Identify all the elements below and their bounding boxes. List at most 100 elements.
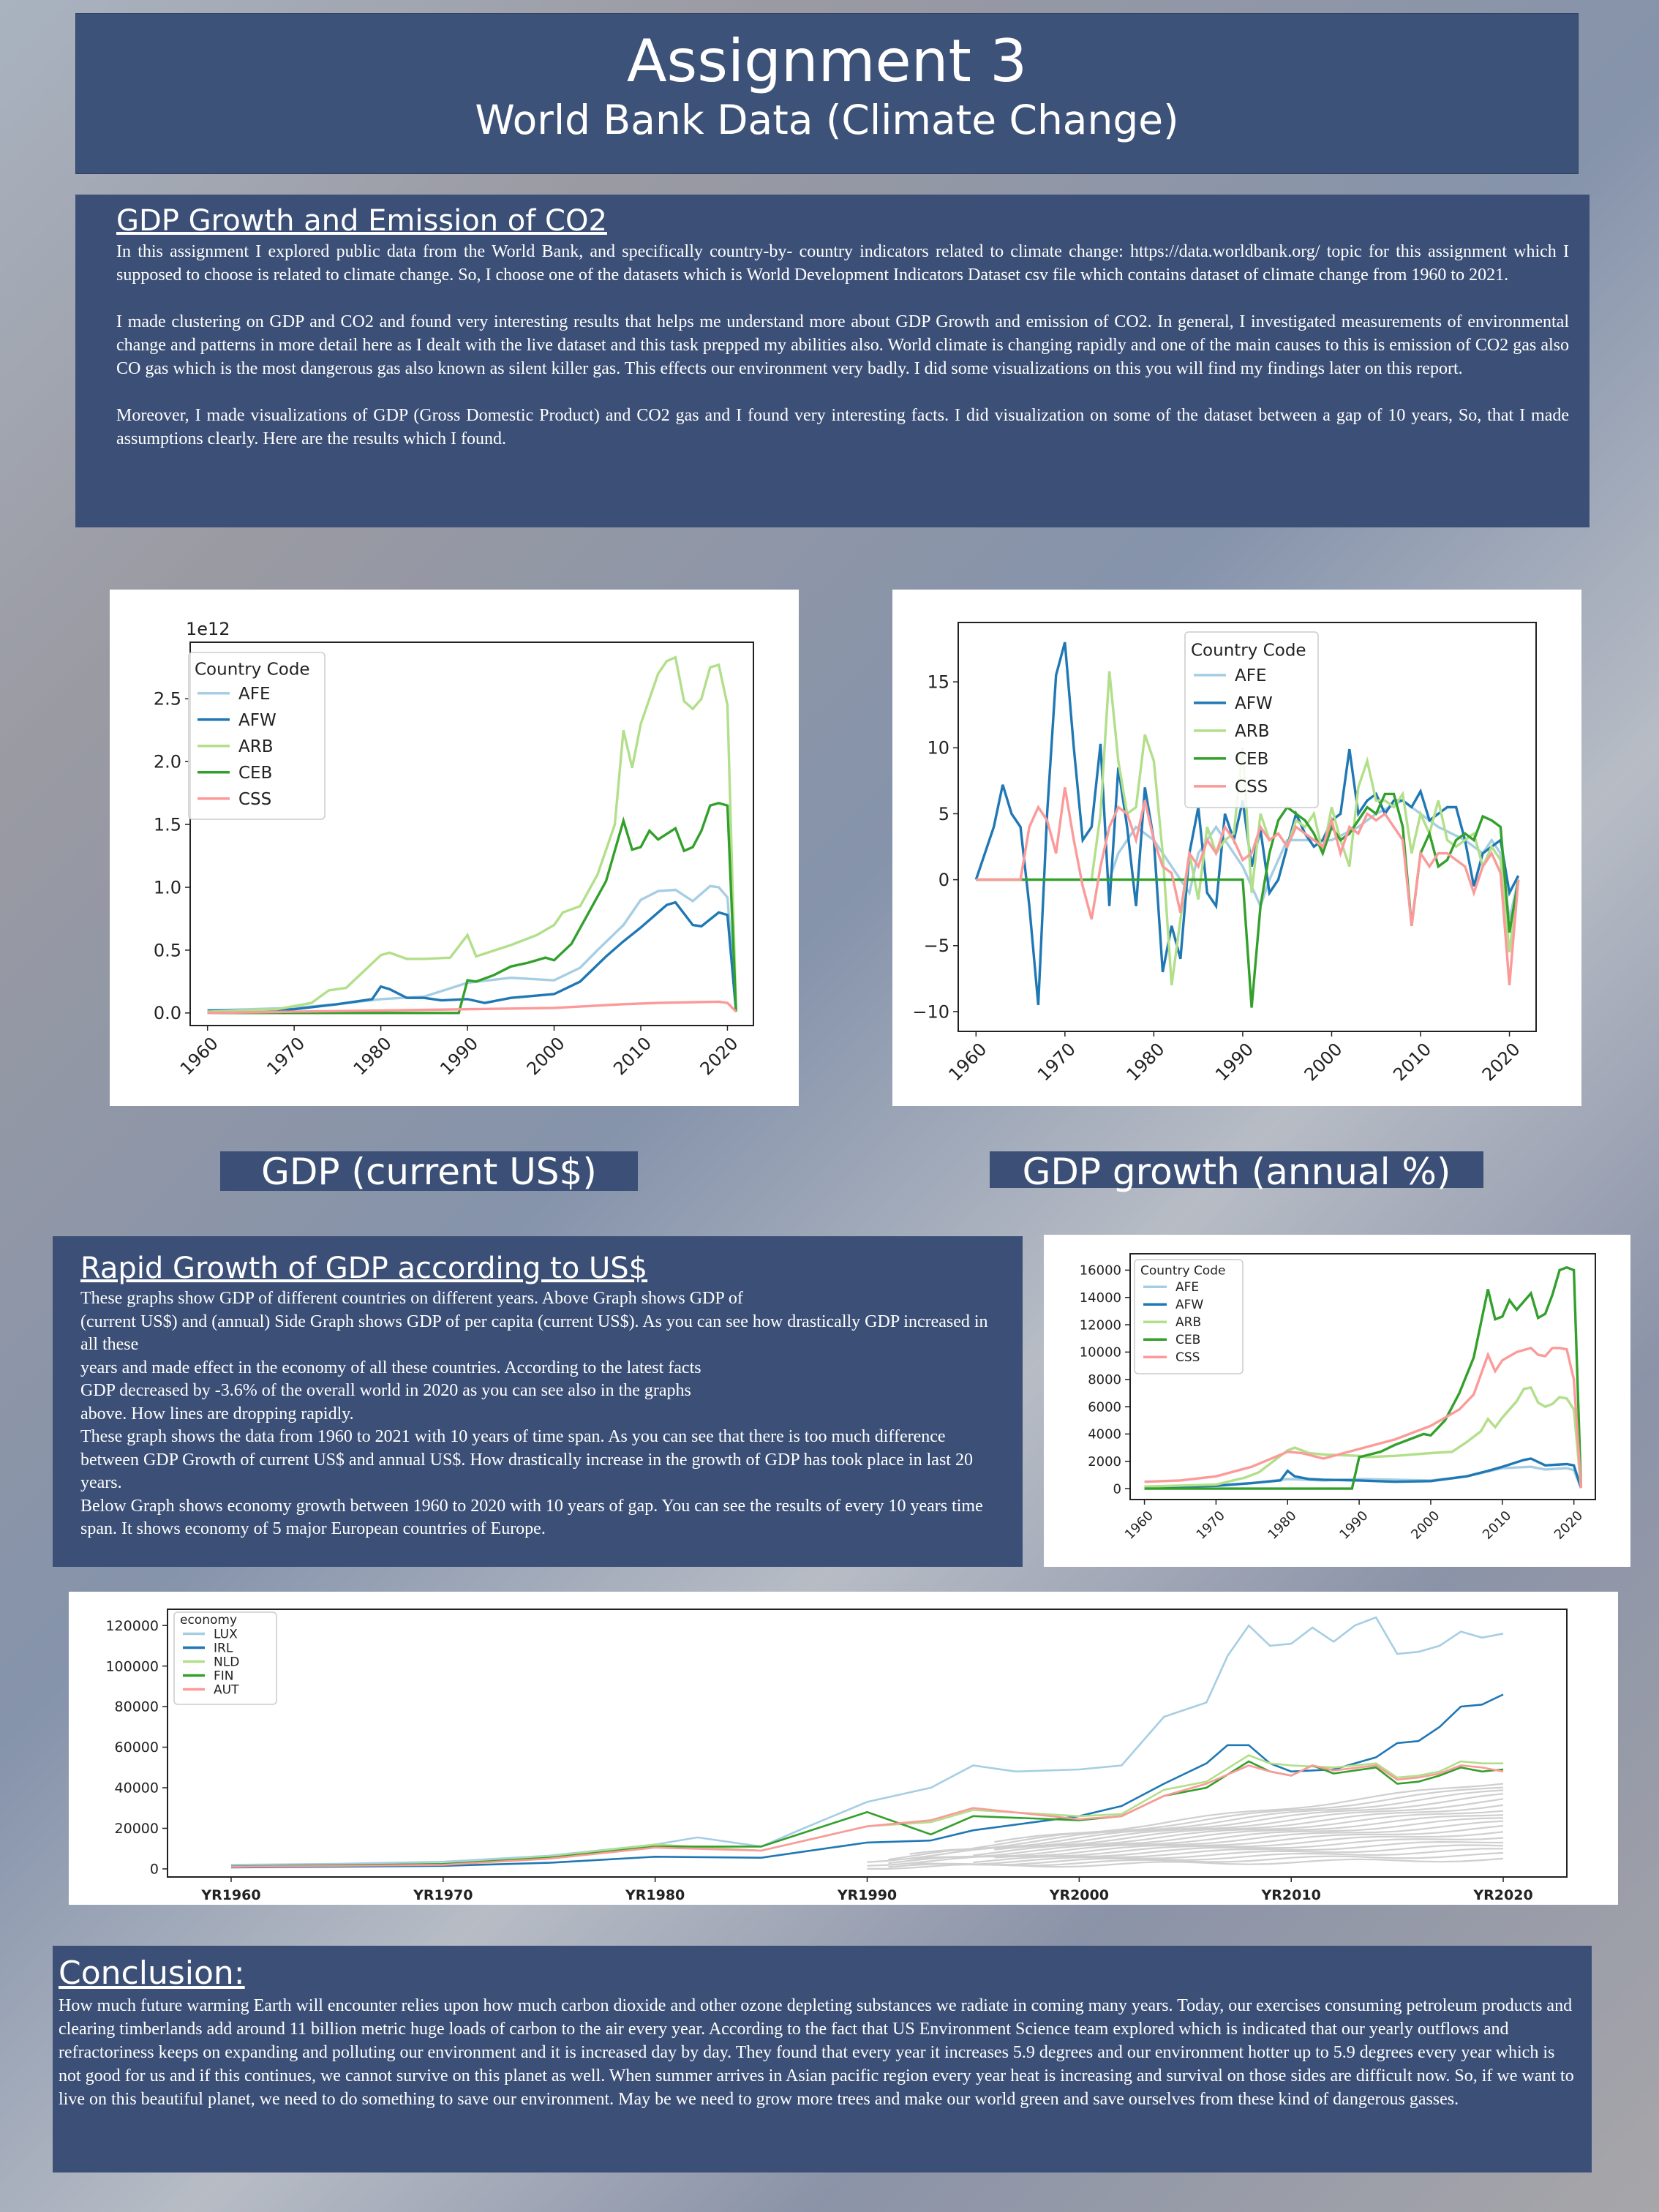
series-line-css — [1144, 1346, 1583, 1489]
x-tick-label: 2020 — [1551, 1508, 1586, 1543]
intro-paragraph-1: In this assignment I explored public dat… — [116, 242, 1569, 285]
intro-body: In this assignment I explored public dat… — [116, 240, 1569, 451]
x-tick-label: 1990 — [436, 1033, 482, 1079]
series-line-afw — [974, 642, 1520, 1006]
gdp-current-plot: 0.0 0.5 1.0 1.5 2.0 2.5 1960 1970 1980 1990 2000 20… — [110, 590, 799, 1106]
x-tick-label: YR2010 — [1261, 1887, 1321, 1903]
x-tick-label: 1960 — [944, 1039, 990, 1085]
conclusion-section: Conclusion: How much future warming Eart… — [53, 1946, 1592, 2172]
background-series-line — [909, 1793, 1504, 1855]
y-tick-label: 0.0 — [154, 1003, 181, 1023]
rapid-growth-heading: Rapid Growth of GDP according to US$ — [80, 1252, 648, 1285]
x-tick-label: 1980 — [1265, 1508, 1299, 1543]
y-tick-label: −5 — [924, 936, 949, 956]
legend-label-lux: LUX — [214, 1627, 238, 1641]
y-tick-label: 20000 — [115, 1821, 159, 1837]
series-line-css — [976, 787, 1520, 986]
legend-label-afw: AFW — [1175, 1298, 1203, 1312]
background-series-line — [909, 1820, 1504, 1860]
y-tick-label: 5 — [938, 804, 949, 824]
x-tick-label: 1970 — [1034, 1039, 1080, 1085]
series-line-afw — [207, 900, 737, 1012]
y-tick-label: 2.0 — [154, 752, 181, 772]
x-tick-label: 1980 — [350, 1033, 396, 1079]
x-tick-label: 1980 — [1123, 1039, 1169, 1085]
series-line-ceb — [976, 792, 1520, 1008]
legend-label-arb: ARB — [1235, 722, 1270, 741]
legend-title: economy — [180, 1613, 237, 1628]
x-tick-label: 2000 — [523, 1033, 569, 1079]
title-banner: Assignment 3 World Bank Data (Climate Ch… — [75, 13, 1579, 174]
background-series-line — [994, 1837, 1504, 1859]
x-tick-label: YR2020 — [1472, 1887, 1532, 1903]
x-tick-label: 2020 — [696, 1033, 742, 1079]
y-tick-label: 60000 — [115, 1739, 159, 1756]
y-tick-label: 2.5 — [154, 689, 181, 710]
x-tick-label: 1960 — [1122, 1508, 1156, 1543]
y-tick-label: 16000 — [1080, 1263, 1121, 1279]
legend-label-afe: AFE — [1235, 666, 1267, 685]
x-tick-label: 1970 — [1194, 1508, 1228, 1543]
y-tick-label: 120000 — [105, 1618, 159, 1634]
y-tick-label: 2000 — [1088, 1454, 1121, 1470]
legend-label-aut: AUT — [214, 1682, 239, 1697]
y-tick-label: 0 — [150, 1862, 159, 1878]
legend-title: Country Code — [1191, 641, 1306, 660]
legend-label-ceb: CEB — [1175, 1333, 1200, 1347]
y-tick-label: 14000 — [1080, 1290, 1121, 1306]
gdp-current-chart: 0.0 0.5 1.0 1.5 2.0 2.5 1960 1970 1980 1990 2000 20… — [154, 619, 754, 1079]
x-tick-label: YR1970 — [413, 1887, 473, 1903]
legend-box — [173, 1611, 277, 1705]
page-subtitle: World Bank Data (Climate Change) — [475, 97, 1179, 143]
rapid-growth-line: These graph shows the data from 1960 to … — [80, 1427, 973, 1492]
x-tick-label: YR1990 — [837, 1887, 897, 1903]
intro-paragraph-2: I made clustering on GDP and CO2 and fou… — [116, 312, 1569, 378]
y-tick-label: 1.5 — [154, 815, 181, 835]
legend-label-fin: FIN — [214, 1669, 234, 1683]
y-tick-label: 10 — [927, 738, 949, 759]
series-line-arb — [1144, 1385, 1583, 1489]
caption-gdp-current: GDP (current US$) — [220, 1151, 638, 1192]
intro-paragraph-3: Moreover, I made visualizations of GDP (… — [116, 406, 1569, 448]
rapid-growth-line: GDP decreased by -3.6% of the overall wo… — [80, 1381, 691, 1400]
background-series-line — [994, 1783, 1504, 1843]
x-tick-label: 1990 — [1336, 1508, 1371, 1543]
x-tick-label: 2010 — [1480, 1508, 1514, 1543]
intro-heading: GDP Growth and Emission of CO2 — [116, 204, 607, 238]
series-line-arb — [207, 655, 737, 1013]
gdp-growth-chart: −10 −5 0 5 10 15 1960 1970 1980 1990 2000 2010 2020 C… — [912, 622, 1537, 1085]
x-tick-label: 1990 — [1211, 1039, 1257, 1085]
rapid-growth-line: (current US$) and (annual) Side Graph sh… — [80, 1312, 988, 1355]
y-tick-label: 80000 — [115, 1699, 159, 1715]
gdp-per-capita-plot: 0 2000 4000 6000 8000 10000 12000 14000 16000 196… — [1044, 1235, 1630, 1567]
legend-label-nld: NLD — [214, 1655, 239, 1669]
x-tick-label: 2010 — [609, 1033, 655, 1079]
legend-box — [1134, 1259, 1244, 1374]
series-line-afw — [1144, 1457, 1583, 1489]
rapid-growth-line: Below Graph shows economy growth between… — [80, 1496, 983, 1539]
legend-label-ceb: CEB — [238, 764, 272, 783]
y-tick-label: 0.5 — [154, 940, 181, 960]
y-tick-label: 8000 — [1088, 1372, 1121, 1388]
rapid-growth-line: These graphs show GDP of different count… — [80, 1289, 743, 1308]
x-tick-label: YR1980 — [625, 1887, 685, 1903]
plot-frame — [189, 642, 754, 1026]
series-line-ceb — [1144, 1265, 1583, 1490]
x-tick-label: 2020 — [1478, 1039, 1524, 1085]
background-series-line — [909, 1848, 1504, 1866]
legend-title: Country Code — [1140, 1263, 1225, 1278]
gdp-per-capita-chart: 0 2000 4000 6000 8000 10000 12000 14000 16000 196… — [1080, 1253, 1596, 1543]
legend-label-afe: AFE — [238, 685, 271, 704]
series-line-aut — [230, 1764, 1504, 1868]
intro-section: GDP Growth and Emission of CO2 In this a… — [75, 195, 1590, 527]
rapid-growth-body: These graphs show GDP of different count… — [80, 1287, 1007, 1541]
x-tick-label: 1960 — [176, 1033, 222, 1079]
conclusion-body: How much future warming Earth will encou… — [59, 1996, 1574, 2109]
x-tick-label: 2000 — [1301, 1039, 1347, 1085]
legend-label-irl: IRL — [214, 1641, 233, 1655]
series-line-css — [207, 1000, 737, 1015]
x-tick-label: 2000 — [1408, 1508, 1442, 1543]
y-tick-label: 15 — [927, 672, 949, 693]
y-tick-label: 40000 — [115, 1780, 159, 1797]
x-tick-label: YR1960 — [200, 1887, 260, 1903]
